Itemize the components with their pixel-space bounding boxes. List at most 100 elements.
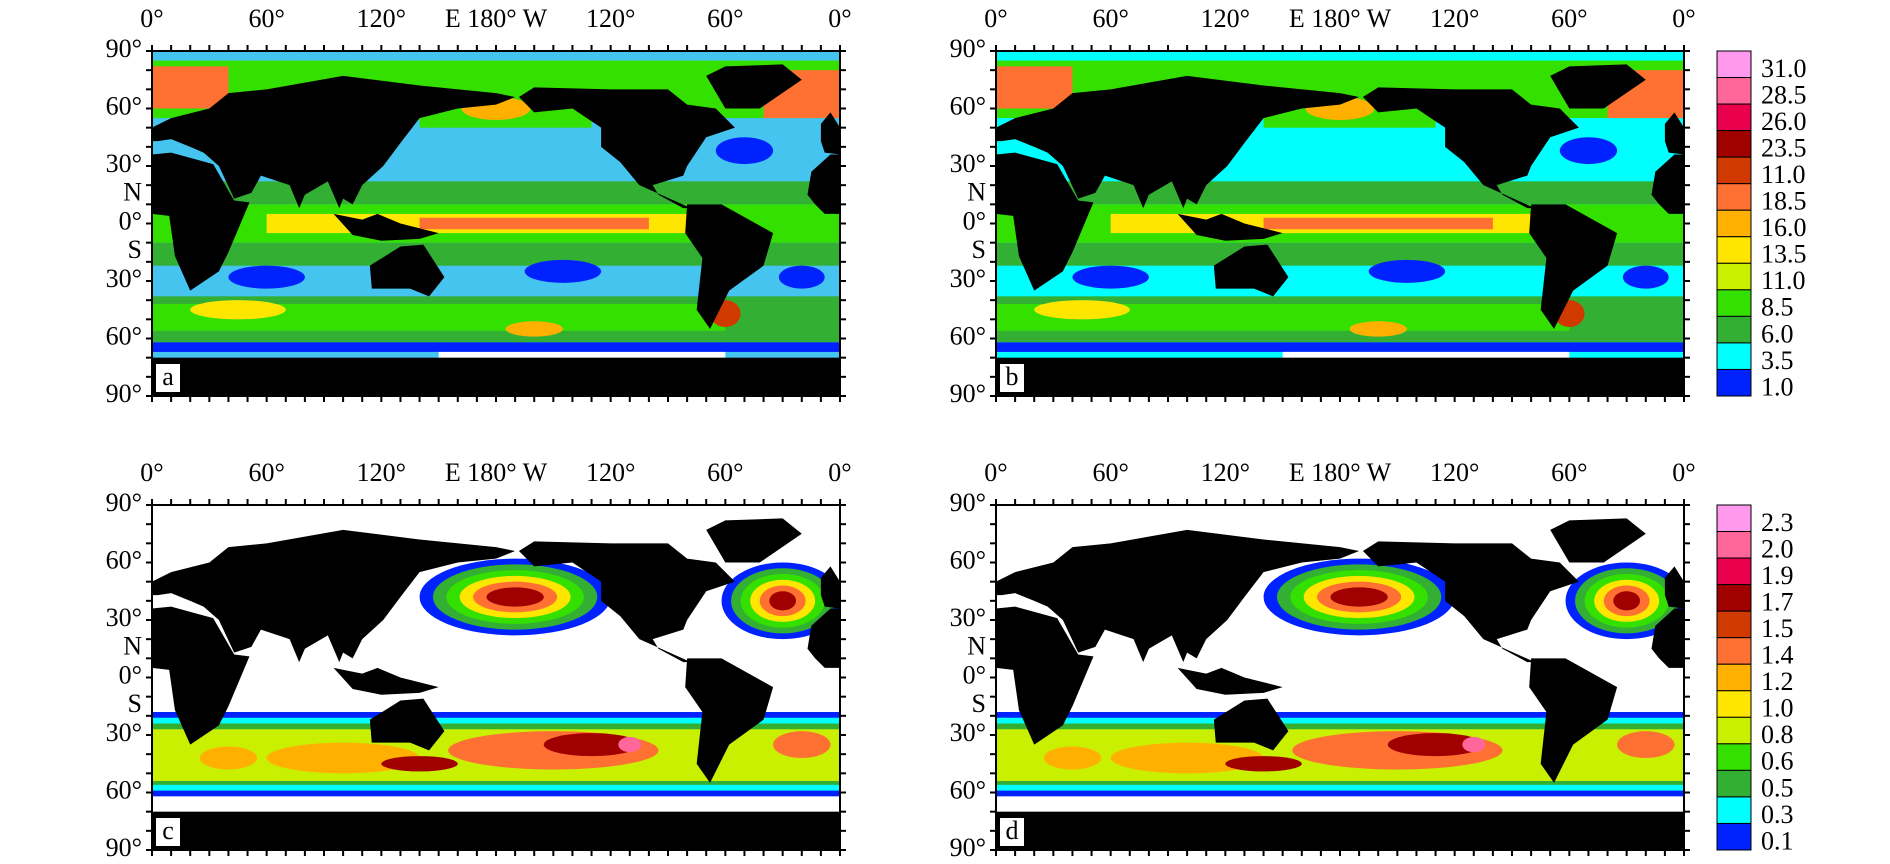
lat-label: 90°: [950, 833, 986, 862]
lat-label: 30°: [106, 264, 142, 293]
colorbar-label: 1.9: [1761, 561, 1794, 590]
ocean-field: [996, 811, 1684, 850]
ocean-field: [1034, 300, 1130, 320]
ocean-field: [1462, 736, 1486, 753]
lat-label: 90°: [106, 488, 142, 517]
lat-label: 60°: [950, 775, 986, 804]
colorbar-swatch: [1716, 584, 1752, 612]
land: [1664, 566, 1684, 609]
land: [685, 658, 774, 783]
ocean-field: [152, 66, 229, 109]
ocean-field: [996, 357, 1684, 396]
colorbar-swatch: [1716, 504, 1752, 533]
lat-label: 90°: [106, 833, 142, 862]
lat-label: 60°: [106, 775, 142, 804]
lon-label: 60°: [248, 4, 284, 33]
lat-label: S: [128, 235, 142, 264]
lat-label: 60°: [106, 91, 142, 120]
lon-label: 120°: [1201, 458, 1250, 487]
land: [333, 667, 439, 695]
panel-label-bg: [156, 364, 180, 392]
panel-label-bg: [1000, 818, 1024, 846]
lon-label: 120°: [586, 458, 635, 487]
ocean-field: [543, 733, 640, 757]
colorbar-swatch: [1716, 342, 1752, 370]
colorbar-label: 8.5: [1761, 293, 1794, 322]
lon-label: E 180° W: [1289, 458, 1392, 487]
land: [807, 154, 840, 214]
ocean-field: [1387, 733, 1484, 757]
colorbar-label: 1.4: [1761, 641, 1794, 670]
land: [706, 64, 802, 109]
lon-label: 0°: [984, 4, 1007, 33]
lat-label: 90°: [106, 34, 142, 63]
colorbar-swatch: [1716, 209, 1752, 238]
lon-label: 0°: [984, 458, 1007, 487]
ocean-field: [1622, 265, 1669, 289]
colorbar-swatch: [1716, 50, 1752, 79]
colorbar-label: 0.3: [1761, 800, 1794, 829]
colorbar-label: 0.6: [1761, 747, 1794, 776]
ocean-field: [228, 265, 305, 289]
colorbar-swatch: [1716, 610, 1752, 639]
ocean-field: [1349, 321, 1407, 337]
lon-label: 120°: [357, 458, 406, 487]
ocean-field: [190, 300, 286, 320]
land: [807, 608, 840, 668]
colorbar-label: 1.5: [1761, 614, 1794, 643]
lon-label: 0°: [828, 4, 851, 33]
colorbar-label: 13.5: [1761, 240, 1807, 269]
lat-label: S: [972, 689, 986, 718]
lon-label: 0°: [1672, 458, 1695, 487]
colorbar-label: 1.2: [1761, 667, 1794, 696]
ocean-field: [715, 137, 774, 165]
land: [996, 152, 1094, 291]
panel-label: a: [162, 362, 174, 391]
panel-label-bg: [1000, 364, 1024, 392]
lat-label: 90°: [106, 379, 142, 408]
land: [685, 204, 774, 329]
ocean-field: [1263, 217, 1493, 230]
lat-label: 30°: [950, 149, 986, 178]
lat-label: 30°: [950, 718, 986, 747]
ocean-field: [152, 811, 840, 850]
lat-label: N: [967, 178, 986, 207]
colorbar-label: 0.8: [1761, 720, 1794, 749]
ocean-field: [152, 342, 840, 352]
land: [1362, 87, 1579, 209]
lat-label: 60°: [106, 545, 142, 574]
colorbar-swatch: [1716, 769, 1752, 798]
ocean-field: [1225, 756, 1302, 772]
ocean-field: [1043, 746, 1102, 770]
lat-label: N: [123, 178, 142, 207]
lon-label: 60°: [248, 458, 284, 487]
lat-label: 30°: [950, 264, 986, 293]
ocean-field: [505, 321, 563, 337]
colorbar-swatch: [1716, 690, 1752, 718]
colorbar-label: 16.0: [1761, 213, 1807, 242]
lat-label: 30°: [950, 603, 986, 632]
land: [1651, 608, 1684, 668]
lon-label: E 180° W: [445, 4, 548, 33]
map: [152, 51, 840, 396]
land: [152, 529, 516, 663]
land: [1213, 244, 1289, 297]
colorbar-swatch: [1716, 156, 1752, 185]
colorbar-label: 28.5: [1761, 80, 1807, 109]
colorbar-label: 0.5: [1761, 773, 1794, 802]
ocean-field: [381, 756, 458, 772]
land: [996, 75, 1360, 209]
ocean-field: [1613, 591, 1641, 611]
lon-label: 60°: [1551, 458, 1587, 487]
ocean-field: [1617, 731, 1675, 758]
colorbar-label: 1.7: [1761, 587, 1794, 616]
lat-label: N: [967, 632, 986, 661]
land: [820, 112, 840, 155]
land: [820, 566, 840, 609]
colorbar-swatch: [1716, 716, 1752, 745]
lat-label: S: [972, 235, 986, 264]
lat-label: 90°: [950, 488, 986, 517]
panel-label: c: [162, 816, 174, 845]
lon-label: 60°: [707, 458, 743, 487]
ocean-field: [778, 265, 825, 289]
